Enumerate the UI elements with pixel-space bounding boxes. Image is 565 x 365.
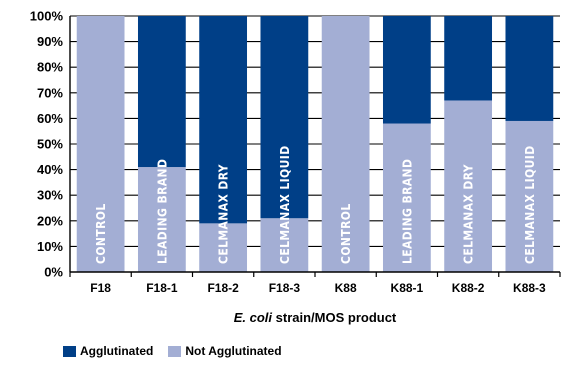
bar-label: LEADING BRAND <box>155 159 169 264</box>
legend-swatch-not-agglutinated <box>168 345 182 357</box>
x-tick-label: K88-3 <box>513 281 546 295</box>
legend-swatch-agglutinated <box>63 345 76 357</box>
y-tick-label: 40% <box>37 162 63 177</box>
x-tick-labels: F18 F18-1 F18-2 F18-3 K88 K88-1 K88-2 K88-3 <box>90 281 546 295</box>
legend-label-not-agglutinated: Not Agglutinated <box>185 344 282 358</box>
legend-label-agglutinated: Agglutinated <box>80 344 154 358</box>
y-tick-label: 70% <box>37 85 63 100</box>
bar-label: CELMANAX LIQUID <box>278 145 292 264</box>
y-tick-label: 30% <box>37 188 63 203</box>
y-tick-label: 100% <box>30 9 64 24</box>
bar-label: CELMANAX LIQUID <box>523 145 537 264</box>
y-tick-label: 20% <box>37 213 63 228</box>
bar-segment <box>199 16 248 224</box>
y-tick-label: 80% <box>37 60 63 75</box>
x-tick-label: K88-1 <box>391 281 424 295</box>
bar-label: LEADING BRAND <box>400 159 414 264</box>
bar-label: CELMANAX DRY <box>217 164 231 264</box>
y-tick-label: 90% <box>37 34 63 49</box>
y-tick-labels: 0% 10% 20% 30% 40% 50% 60% 70% 80% 90% 100% <box>30 9 64 280</box>
legend: Agglutinated Not Agglutinated <box>63 344 297 358</box>
bar-segment <box>505 16 554 121</box>
x-tick-label: F18-3 <box>269 281 301 295</box>
bar-segment <box>199 223 248 272</box>
y-tick-label: 10% <box>37 239 63 254</box>
bar-segment <box>260 16 309 219</box>
bar-segment <box>444 100 493 272</box>
bar-label: CELMANAX DRY <box>462 164 476 264</box>
bars: CONTROL LEADING BRAND CELMANAX DRY CELMANAX… <box>76 16 554 273</box>
legend-item-not-agglutinated: Not Agglutinated <box>168 344 282 358</box>
axes <box>69 16 561 277</box>
bar-segment <box>137 16 186 168</box>
bar-segment <box>382 16 431 124</box>
x-tick-label: F18 <box>90 281 111 295</box>
bar-segment <box>505 120 554 273</box>
bar-segment <box>260 218 309 272</box>
bar-segment <box>137 167 186 272</box>
bar-segment <box>76 16 125 272</box>
legend-item-agglutinated: Agglutinated <box>63 344 153 358</box>
stacked-bar-chart: CONTROL LEADING BRAND CELMANAX DRY CELMANAX… <box>30 9 561 325</box>
y-tick-label: 60% <box>37 111 63 126</box>
bar-label: CONTROL <box>94 203 108 264</box>
x-tick-label: K88 <box>335 281 357 295</box>
x-tick-label: F18-1 <box>146 281 178 295</box>
x-tick-label: F18-2 <box>207 281 239 295</box>
bar-segment <box>321 16 370 272</box>
x-axis-label: E. coli strain/MOS product <box>234 310 397 325</box>
y-tick-label: 0% <box>44 265 63 280</box>
bar-segment <box>382 123 431 273</box>
bar-segment <box>444 16 493 101</box>
x-tick-label: K88-2 <box>452 281 485 295</box>
y-tick-label: 50% <box>37 137 63 152</box>
bar-label: CONTROL <box>339 203 353 264</box>
